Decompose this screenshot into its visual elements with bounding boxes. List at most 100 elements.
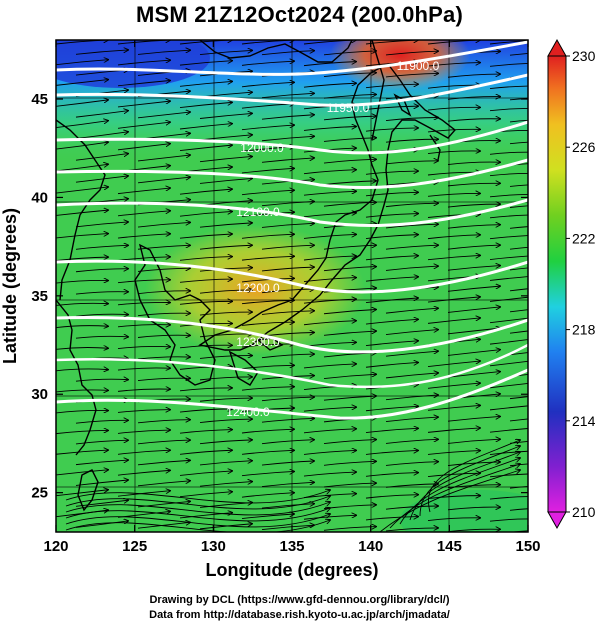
wind-streamline <box>137 481 190 487</box>
wind-streamline <box>137 335 190 337</box>
wind-streamline <box>75 111 128 118</box>
wind-streamline <box>56 490 108 497</box>
wind-streamline <box>303 170 356 175</box>
wind-streamline <box>427 318 480 324</box>
wind-streamline <box>117 346 170 348</box>
wind-streamline <box>56 410 108 414</box>
wind-streamline <box>56 121 108 129</box>
wind-streamline <box>389 464 520 529</box>
wind-streamline <box>323 527 376 531</box>
wind-streamline <box>365 214 418 218</box>
wind-streamline <box>137 357 190 359</box>
wind-streamline <box>385 373 438 379</box>
wind-streamline <box>75 420 128 424</box>
japan-coast <box>198 63 457 351</box>
contour-line <box>56 40 528 76</box>
wind-streamline <box>241 408 294 413</box>
wind-streamline <box>261 115 314 120</box>
wind-streamline <box>489 62 528 67</box>
wind-streamline <box>365 319 418 325</box>
wind-streamline <box>137 522 190 529</box>
wind-streamline <box>179 301 232 305</box>
wind-streamline <box>75 154 128 161</box>
contour-label: 11950.0 <box>327 101 370 115</box>
wind-streamline <box>489 173 528 177</box>
wind-streamline <box>447 462 500 467</box>
korea-coast <box>134 243 216 386</box>
wind-streamline <box>489 255 528 261</box>
wind-streamline <box>241 493 294 498</box>
contour-label: 12200.0 <box>236 281 280 295</box>
wind-streamline <box>385 266 438 271</box>
wind-streamline <box>509 267 528 271</box>
wind-streamline <box>447 183 500 187</box>
wind-streamline <box>379 470 520 532</box>
wind-streamline <box>241 365 294 370</box>
contour-line <box>56 368 528 420</box>
wind-streamline <box>365 84 418 89</box>
wind-streamline <box>409 452 520 521</box>
contour-line <box>56 198 528 227</box>
wind-streamline <box>385 528 438 532</box>
wind-streamline <box>75 314 128 316</box>
height-contours <box>56 40 528 420</box>
wind-streamline <box>65 508 330 522</box>
x-tick-label: 150 <box>515 538 540 555</box>
wind-streamline <box>303 126 356 131</box>
wind-streamline <box>447 439 500 444</box>
x-tick-label: 140 <box>358 538 383 555</box>
wind-streamline <box>179 211 232 217</box>
wind-streamline <box>261 93 314 99</box>
wind-streamline <box>56 234 108 239</box>
wind-streamline <box>137 112 190 119</box>
wind-streamline <box>489 235 528 240</box>
wind-streamline <box>385 161 438 165</box>
wind-streamline <box>117 491 170 497</box>
contour-label: 12000.0 <box>240 141 284 155</box>
wind-streamline <box>303 472 356 477</box>
wind-streamline <box>65 520 330 532</box>
wind-streamline <box>261 397 314 402</box>
wind-streamline <box>65 514 330 528</box>
wind-streamline <box>75 521 128 528</box>
wind-streamline <box>179 234 232 239</box>
wind-streamline <box>489 193 528 198</box>
wind-streamline <box>509 288 528 292</box>
wind-streamline <box>137 501 190 508</box>
colorbar-tick-label: 210 <box>572 504 596 520</box>
wind-streamline <box>261 525 314 531</box>
wind-streamline <box>365 473 418 477</box>
wind-streamline <box>179 61 232 66</box>
wind-streamline <box>365 517 418 521</box>
wind-streamline <box>261 245 314 250</box>
wind-streamline <box>117 188 170 195</box>
wind-streamline <box>179 189 232 195</box>
credit-data-source: Data from http://database.rish.kyoto-u.a… <box>149 609 450 621</box>
wind-streamline <box>137 420 190 424</box>
wind-streamline <box>241 278 294 283</box>
wind-streamline <box>137 313 190 317</box>
wind-streamline <box>117 389 170 391</box>
wind-streamline <box>56 257 108 262</box>
wind-streamline <box>303 83 356 88</box>
wind-streamline <box>137 440 190 445</box>
wind-streamline <box>385 439 438 444</box>
lat-lon-grid <box>56 40 528 532</box>
wind-streamline <box>509 205 528 208</box>
china-coast <box>56 119 106 301</box>
wind-streamline <box>323 483 376 488</box>
wind-streamline <box>199 290 252 294</box>
wind-streamline <box>385 330 438 336</box>
wind-streamline <box>303 191 356 196</box>
wind-streamline <box>489 317 528 324</box>
wind-streamline <box>75 460 128 466</box>
wind-streamline <box>65 502 330 516</box>
wind-streamline <box>323 159 376 164</box>
wind-streamline <box>419 446 520 517</box>
wind-streamline <box>447 416 500 422</box>
wind-streamline <box>447 245 500 250</box>
wind-streamline <box>261 311 314 315</box>
wind-streamline <box>199 440 252 445</box>
contour-label: 12100.0 <box>236 205 280 219</box>
wind-streamline <box>365 106 418 110</box>
